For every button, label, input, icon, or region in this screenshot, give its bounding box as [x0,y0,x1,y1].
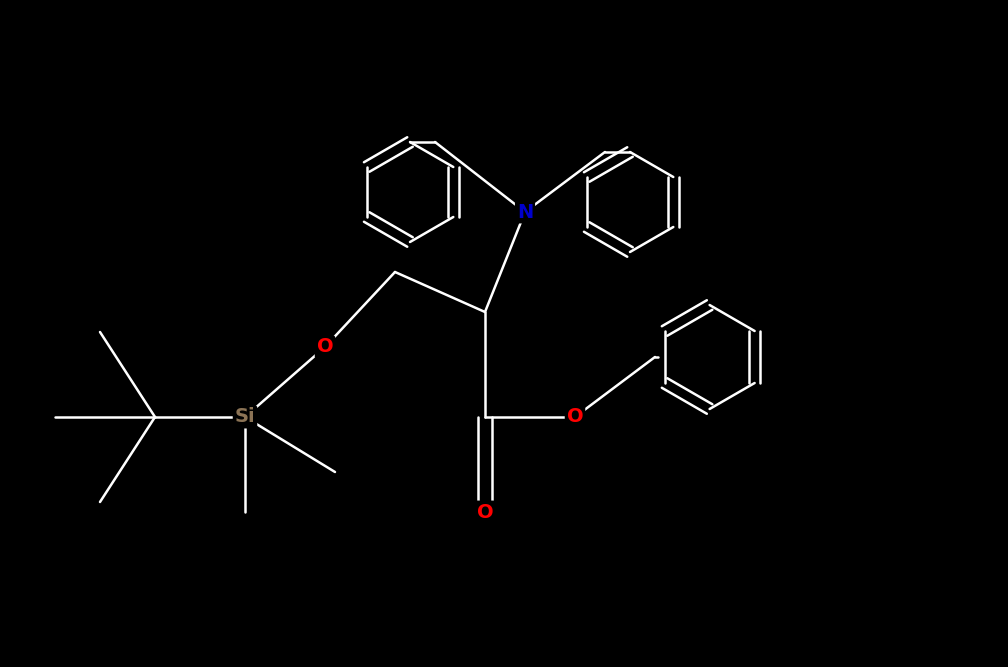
Text: N: N [517,203,533,221]
Text: O: O [566,408,584,426]
Text: Si: Si [235,408,255,426]
Text: O: O [317,338,334,356]
Text: O: O [477,502,493,522]
